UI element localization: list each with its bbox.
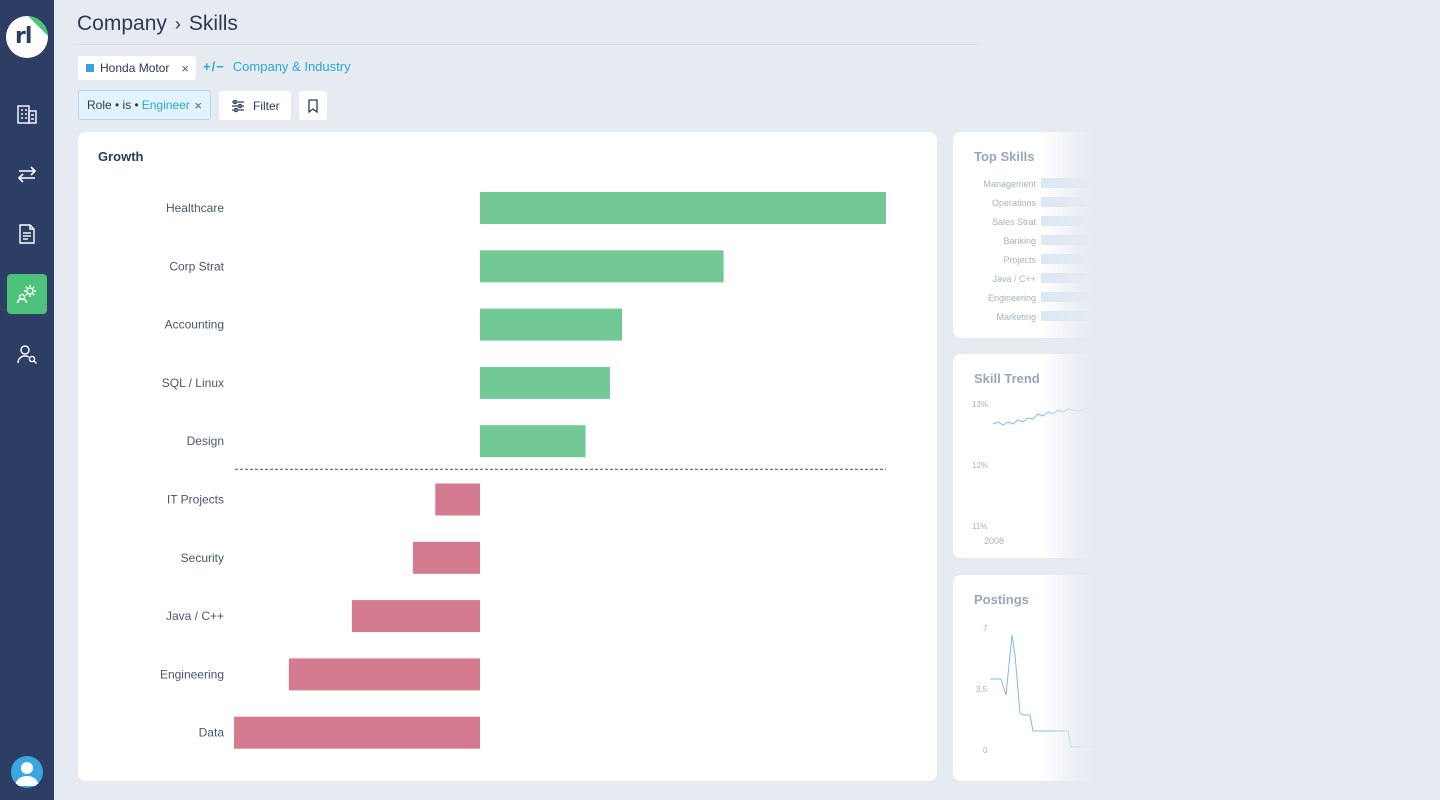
breadcrumb: Company › Skills [77,12,238,36]
skill-trend-title: Skill Trend [974,371,1040,386]
top-skill-label: Projects [1003,255,1036,265]
top-skills-title: Top Skills [974,149,1035,164]
category-label-data: Data [199,726,225,740]
user-search-icon [17,345,37,364]
category-label-healthcare: Healthcare [166,201,224,215]
top-skill-label: Sales Strat [992,217,1037,227]
category-label-java-c: Java / C++ [166,609,224,623]
transfer-arrows-icon [17,166,37,183]
role-filter-value: Engineer [141,98,190,112]
bookmark-button[interactable] [299,91,327,120]
user-avatar-icon [15,762,39,786]
company-color-swatch [86,64,94,72]
role-filter-chip[interactable]: Role • is • Engineer × [78,90,211,120]
nav-talent-search[interactable] [7,334,47,374]
building-icon [17,105,37,124]
role-filter-prefix: Role • is • [87,98,139,112]
category-label-engineering: Engineering [160,667,224,681]
top-skill-label: Marketing [996,312,1036,322]
skill-trend-line [992,406,1094,426]
postings-card[interactable]: Postings 7 3.5 0 [953,575,1253,781]
category-label-design: Design [187,434,224,448]
user-avatar[interactable] [11,756,43,788]
bar-it-projects[interactable] [435,483,480,516]
top-skill-bar [1041,197,1241,207]
category-label-corp-strat: Corp Strat [169,259,224,273]
bar-accounting[interactable] [480,308,623,341]
top-skill-bar [1041,178,1241,188]
sliders-icon [232,99,244,112]
bookmark-icon [308,98,318,113]
nav-companies[interactable] [7,94,47,134]
app-logo[interactable]: rl [6,16,48,58]
chevron-right-icon: › [174,13,181,34]
top-skill-label: Management [983,179,1036,189]
sidebar: rl [0,0,54,800]
top-skill-bar [1041,235,1241,245]
close-icon[interactable]: × [181,60,189,76]
document-icon [19,224,35,244]
filter-button-label: Filter [253,98,280,113]
postings-y-tick-0: 0 [983,746,988,755]
bar-corp-strat[interactable] [480,250,724,283]
growth-card-title: Growth [98,149,144,164]
skill-trend-x-label: 2008 [984,536,1004,546]
bar-healthcare[interactable] [480,192,886,224]
category-label-accounting: Accounting [165,318,224,332]
category-label-it-projects: IT Projects [167,493,224,507]
header-divider [77,44,977,45]
top-skill-bar [1041,273,1241,283]
skill-trend-card[interactable]: Skill Trend 13% 12% 11% 2008 [953,354,1253,558]
top-skill-label: Java / C++ [992,274,1036,284]
top-skill-label: Engineering [988,293,1036,303]
company-chip[interactable]: Honda Motor × [78,56,196,80]
top-skills-card[interactable]: Top Skills Management Operations Sales Str… [953,132,1253,338]
category-label-security: Security [181,551,224,565]
filter-button[interactable]: Filter [219,91,291,120]
bar-engineering[interactable] [288,658,480,691]
bar-security[interactable] [412,541,480,574]
nav-reports[interactable] [7,214,47,254]
skill-trend-y-tick-12: 12% [972,461,988,470]
skill-trend-y-tick-11: 11% [972,522,987,531]
bar-data[interactable] [234,716,480,749]
bar-design[interactable] [480,425,586,458]
gear-people-icon [16,285,36,304]
nav-transitions[interactable] [7,154,47,194]
close-icon[interactable]: × [194,97,202,113]
postings-title: Postings [974,592,1029,607]
top-skill-bar [1041,292,1241,302]
bar-java-c[interactable] [351,600,480,633]
add-link-label: Company & Industry [232,59,351,74]
top-skill-bar [1041,254,1241,264]
growth-card: Growth Healthcare Corp Strat Accounting SQL… [78,132,937,781]
postings-line [990,634,1093,748]
postings-y-tick-7: 7 [983,624,988,633]
logo-accent [28,16,48,36]
page-title: Skills [188,12,238,35]
company-chip-label: Honda Motor [100,61,170,75]
postings-y-tick-3-5: 3.5 [976,685,988,694]
plus-minus-icon: +/− [203,59,225,74]
nav-skills[interactable] [7,274,47,314]
growth-bar-chart: Healthcare Corp Strat Accounting SQL / Linu… [160,192,886,749]
add-company-industry-link[interactable]: +/− Company & Industry [203,59,351,74]
category-label-sql-linux: SQL / Linux [162,376,224,390]
top-skill-bar [1041,311,1241,321]
bar-sql-linux[interactable] [480,366,610,399]
top-skill-bar [1041,216,1241,226]
top-skill-label: Banking [1003,236,1036,246]
top-skill-label: Operations [992,198,1037,208]
skill-trend-y-tick-13: 13% [972,400,988,409]
breadcrumb-company[interactable]: Company [77,12,167,35]
